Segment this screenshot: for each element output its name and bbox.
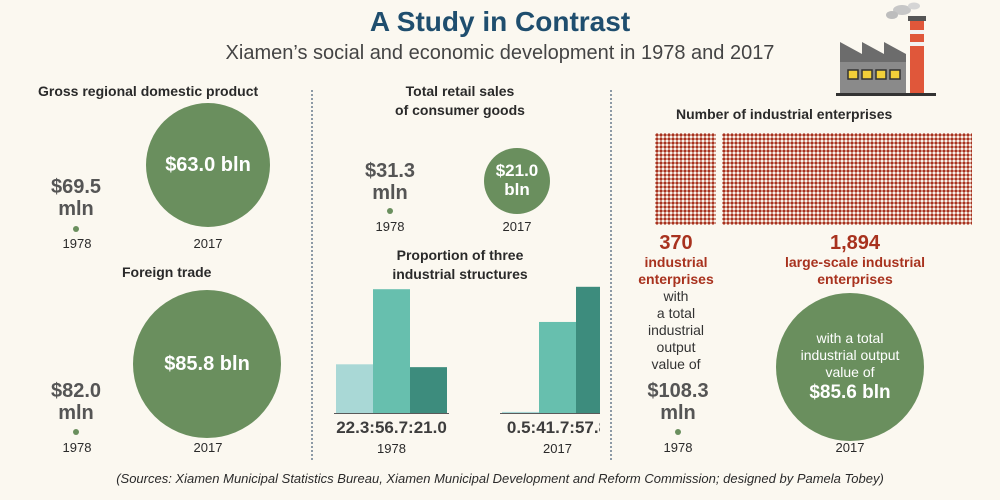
- retail-2017-circle: $21.0 bln: [484, 148, 550, 214]
- retail-1978-year: 1978: [375, 219, 405, 234]
- structures-heading: Proportion of three industrial structures: [392, 247, 528, 282]
- trade-2017-year: 2017: [193, 440, 223, 455]
- trade-heading: Foreign trade: [122, 264, 212, 280]
- trade-2017-circle: $85.8 bln: [133, 290, 281, 438]
- trade-1978-dot: [73, 429, 79, 435]
- enterprise-grid-2017: [722, 133, 972, 225]
- gdp-1978-value: $69.5 mln: [50, 176, 102, 220]
- gdp-1978-year: 1978: [62, 236, 92, 251]
- enterprises-2017-year: 2017: [835, 440, 865, 455]
- page-subtitle: Xiamen’s social and economic development…: [225, 42, 775, 64]
- bar-1978-3: [410, 367, 447, 413]
- enterprises-1978-count: 370: [659, 232, 693, 254]
- enterprise-grid-1978: [655, 133, 716, 225]
- trade-1978-year: 1978: [62, 440, 92, 455]
- enterprises-2017-count: 1,894: [829, 232, 881, 254]
- output-2017-circle: with a total industrial output value of …: [776, 293, 924, 441]
- factory-icon: [832, 2, 942, 98]
- output-1978-dot: [675, 429, 681, 435]
- gdp-2017-circle: $63.0 bln: [146, 103, 270, 227]
- year-label-2017: 2017: [543, 441, 572, 456]
- retail-1978-dot: [387, 208, 393, 214]
- retail-1978-value: $31.3 mln: [364, 160, 416, 204]
- output-1978-value: $108.3 mln: [647, 380, 709, 424]
- sources-note: (Sources: Xiamen Municipal Statistics Bu…: [116, 471, 884, 486]
- enterprises-heading: Number of industrial enterprises: [676, 106, 893, 122]
- gdp-1978-dot: [73, 226, 79, 232]
- bar-1978-2: [373, 289, 410, 413]
- bar-2017-3: [576, 286, 600, 413]
- gdp-2017-year: 2017: [193, 236, 223, 251]
- ratio-label-2017: 0.5:41.7:57.8: [507, 418, 600, 437]
- structures-chart: 22.3:56.7:21.0 1978 0.5:41.7:57.8 2017: [334, 286, 600, 456]
- gdp-heading: Gross regional domestic product: [38, 83, 259, 99]
- retail-heading: Total retail sales of consumer goods: [395, 83, 525, 118]
- divider-right: [610, 90, 612, 460]
- enterprises-2017-block: 1,894 large-scale industrial enterprises: [760, 232, 950, 288]
- year-label-1978: 1978: [377, 441, 406, 456]
- bar-2017-1: [502, 411, 539, 413]
- retail-2017-year: 2017: [502, 219, 532, 234]
- bar-2017-2: [539, 321, 576, 413]
- enterprises-1978-block: 370 industrial enterprises with a total …: [626, 232, 726, 373]
- divider-left: [311, 90, 313, 460]
- trade-1978-value: $82.0 mln: [50, 380, 102, 424]
- page-title: A Study in Contrast: [369, 6, 631, 37]
- enterprises-1978-year: 1978: [663, 440, 693, 455]
- ratio-label-1978: 22.3:56.7:21.0: [336, 418, 447, 437]
- bar-1978-1: [336, 364, 373, 413]
